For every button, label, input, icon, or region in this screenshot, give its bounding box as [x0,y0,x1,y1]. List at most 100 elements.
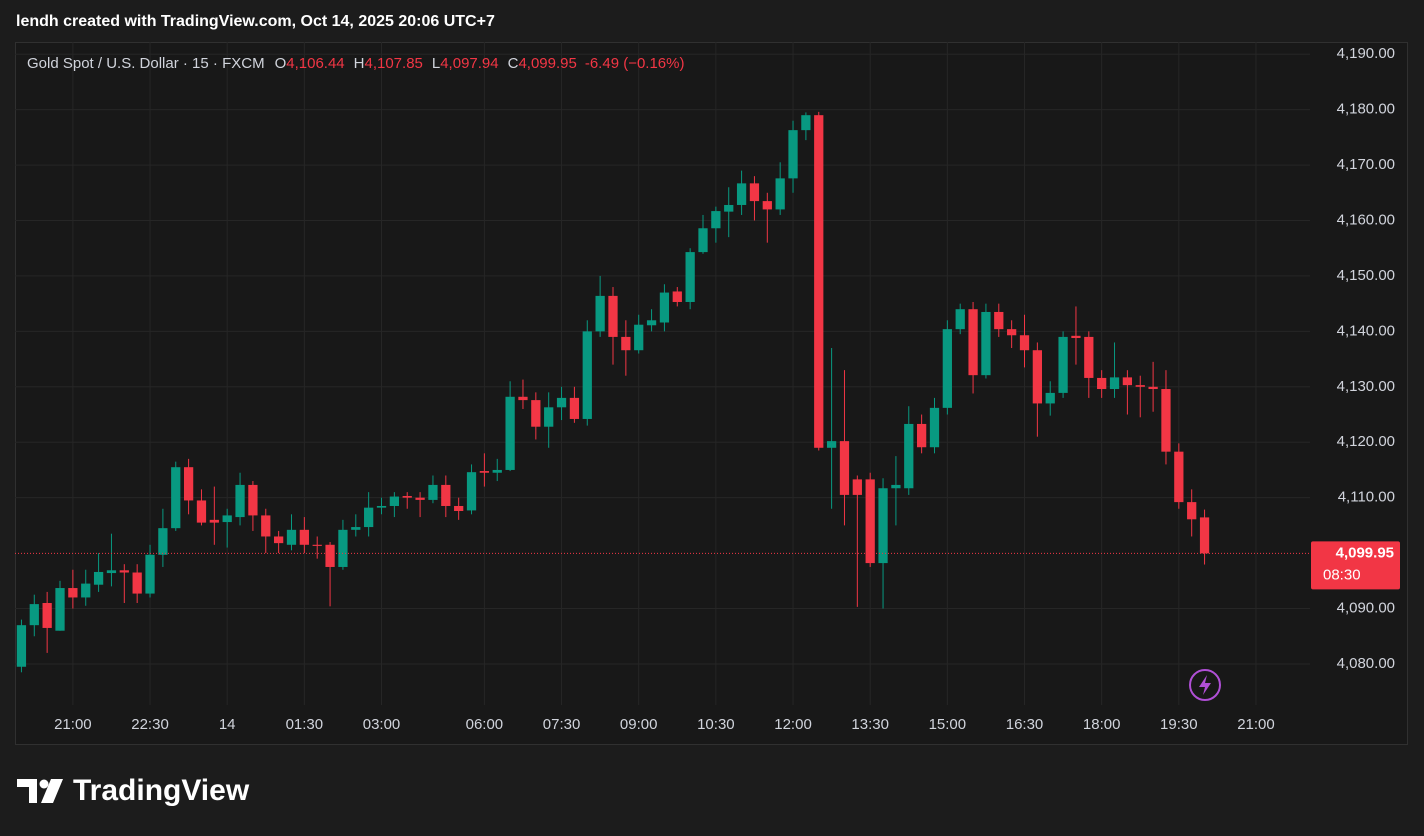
legend-value: 4,099.95 [518,55,576,72]
y-tick-label: 4,160.00 [1337,211,1395,228]
alert-bolt[interactable] [1199,675,1211,695]
candle-body [621,336,631,351]
legend-key: O [275,55,287,72]
candle-body [1135,385,1145,387]
candle-body [183,467,194,501]
logo-part [41,779,63,803]
candle-body [68,588,78,598]
candle-body [81,583,91,598]
y-tick-label: 4,170.00 [1337,156,1395,173]
candle-body [209,519,219,523]
candle-body [132,572,142,594]
logo-part [39,779,49,789]
x-tick-label: 19:30 [1160,716,1198,733]
x-tick-label: 09:00 [620,716,658,733]
candle-body [852,479,862,495]
candle-body [801,115,811,131]
legend-value: 4,107.85 [364,55,422,72]
candle-body [106,570,117,574]
candle-body [55,588,65,631]
candle-body [955,309,965,330]
candle-body [428,484,438,500]
candle-body [248,484,258,516]
legend-key: L [432,55,440,72]
candle-body [891,484,901,489]
candle-body [569,397,580,419]
candle-body [196,500,207,523]
x-tick-label: 12:00 [774,716,812,733]
candle-body [1161,389,1171,452]
x-tick-label: 06:00 [466,716,504,733]
candle-body [325,544,335,567]
legend-change: -6.49 (−0.16%) [585,55,685,72]
candle-body [16,625,27,667]
candle-body [904,423,914,489]
legend-key: C [508,55,519,72]
countdown: 08:30 [1323,566,1361,583]
candle-body [274,536,284,544]
candle-body [788,130,798,179]
candle-body [158,528,168,555]
candle-body [1058,336,1068,393]
x-tick-label: 10:30 [697,716,735,733]
alert-icon[interactable] [1189,669,1221,701]
symbol: Gold Spot / U.S. Dollar · 15 · FXCM [27,55,265,72]
y-tick-label: 4,080.00 [1337,655,1395,672]
chart-frame [15,42,1408,745]
candle-body [1071,335,1081,339]
candle-body [1199,517,1210,554]
candle-body [415,497,425,500]
grid [15,42,1310,705]
candle-body [582,331,592,419]
candle-body [1007,329,1017,336]
candle-body [981,311,991,376]
candle-body [968,309,978,376]
y-tick-label: 4,110.00 [1338,489,1395,506]
legend-value: 4,106.44 [286,55,344,72]
candle-body [1109,377,1120,390]
candle-body [865,479,875,564]
x-tick-label: 15:00 [929,716,967,733]
y-tick-label: 4,150.00 [1337,267,1395,284]
last-price-box [1311,541,1400,590]
candle-body [364,507,374,528]
candle-body [634,324,644,351]
candle-body [338,529,348,567]
candle-body [145,554,155,594]
y-tick-label: 4,180.00 [1337,101,1395,118]
candle-body [672,291,682,302]
candles [15,111,1310,673]
y-tick-label: 4,120.00 [1337,433,1395,450]
candle-body [286,529,297,545]
candle-body [261,515,271,537]
candle-body [595,295,605,332]
candle-body [312,544,322,546]
brand: TradingView [73,774,250,807]
candle-body [1174,451,1184,503]
candle-body [351,527,361,530]
candle-body [93,571,104,585]
candle-body [1045,392,1055,404]
candle-body [878,488,888,564]
candle-body [441,484,451,506]
brand-logo [17,779,63,803]
y-tick-label: 4,130.00 [1337,378,1395,395]
candle-body [994,311,1004,330]
candle-body [1032,350,1042,404]
candle-body [556,397,567,408]
logo-part [17,779,37,803]
candle-body [839,441,850,495]
y-tick-label: 4,090.00 [1337,600,1395,617]
candle-body [775,178,785,210]
labels: 4,190.00 4,180.00 4,170.00 4,160.00 4,150.00… [54,45,1400,733]
candle-body [402,496,412,498]
candle-body [814,115,824,448]
candle-body [1187,502,1197,520]
alert-circle[interactable] [1189,669,1221,701]
y-tick-label: 4,140.00 [1337,322,1395,339]
candle-body [1148,386,1158,390]
candle-body [518,396,528,401]
candle-body [29,604,39,626]
